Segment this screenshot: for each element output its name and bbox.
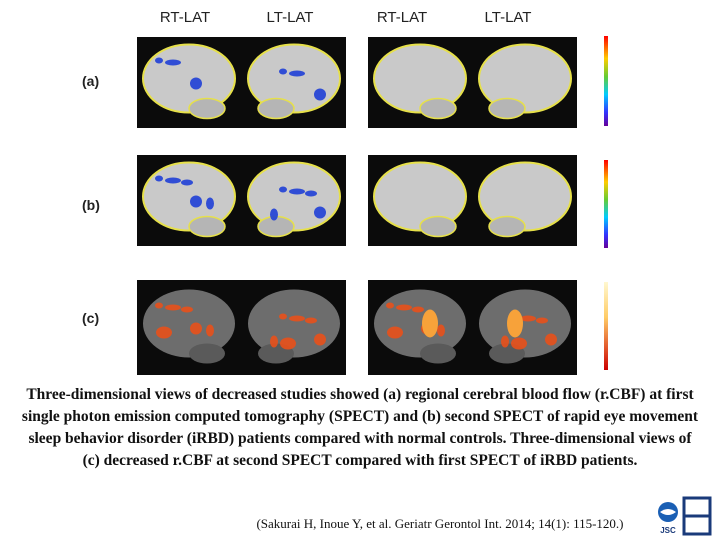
brain-shape [314,333,326,346]
column-header: RT-LAT [160,9,210,26]
brain-shape [536,317,548,324]
brain-shape [279,68,287,75]
brain-shape [420,343,456,364]
color-bar [604,282,608,370]
brain-shape [488,97,526,120]
brain-shape [165,59,181,66]
brain-shape [188,215,226,238]
brain-shape [305,190,317,197]
brain-shape [373,43,467,114]
row-label: (c) [82,310,99,326]
brain-shape [314,88,326,101]
brain-shape [374,289,466,358]
brain-shape [279,313,287,320]
brain-shape [155,57,163,64]
brain-shape [143,289,235,358]
brain-shape [257,97,295,120]
column-header: LT-LAT [485,9,532,26]
color-bar [604,36,608,126]
brain-shape [478,43,572,114]
brain-shape [478,161,572,232]
brain-shape [373,161,467,232]
brain-shape [206,197,214,210]
brain-shape [188,97,226,120]
brain-shape [289,188,305,195]
brain-shape [314,206,326,219]
brain-shape [165,177,181,184]
brain-shape [419,97,457,120]
brain-shape [419,215,457,238]
column-header: LT-LAT [267,9,314,26]
brain-shape [412,306,424,313]
brain-shape [488,215,526,238]
logo-text: JSC [660,526,676,535]
brain-shape [396,304,412,311]
row-label: (b) [82,197,100,213]
brain-shape [289,70,305,77]
brain-shape [156,326,172,339]
brain-shape [190,195,202,208]
brain-shape [507,309,523,338]
brain-shape [520,315,536,322]
brain-shape [422,309,438,338]
brain-shape [155,175,163,182]
brain-images [137,37,577,375]
brain-shape [165,304,181,311]
brain-shape [280,337,296,350]
citation: (Sakurai H, Inoue Y, et al. Geriatr Gero… [256,516,624,531]
brain-shape [511,337,527,350]
caption: Three-dimensional views of decreased stu… [21,386,699,469]
logo: JSC [658,496,712,536]
brain-shape [386,302,394,309]
brain-shape [387,326,403,339]
brain-shape [190,322,202,335]
brain-shape [545,333,557,346]
brain-shape [305,317,317,324]
brain-shape [289,315,305,322]
row-label: (a) [82,73,99,89]
brain-shape [279,186,287,193]
brain-shape [189,343,225,364]
brain-shape [206,324,214,337]
brain-shape [181,306,193,313]
brain-shape [155,302,163,309]
brain-shape [270,208,278,221]
brain-shape [270,335,278,348]
brain-shape [501,335,509,348]
brain-shape [437,324,445,337]
brain-shape [190,77,202,90]
column-header: RT-LAT [377,9,427,26]
color-bar [604,160,608,248]
brain-shape [181,179,193,186]
